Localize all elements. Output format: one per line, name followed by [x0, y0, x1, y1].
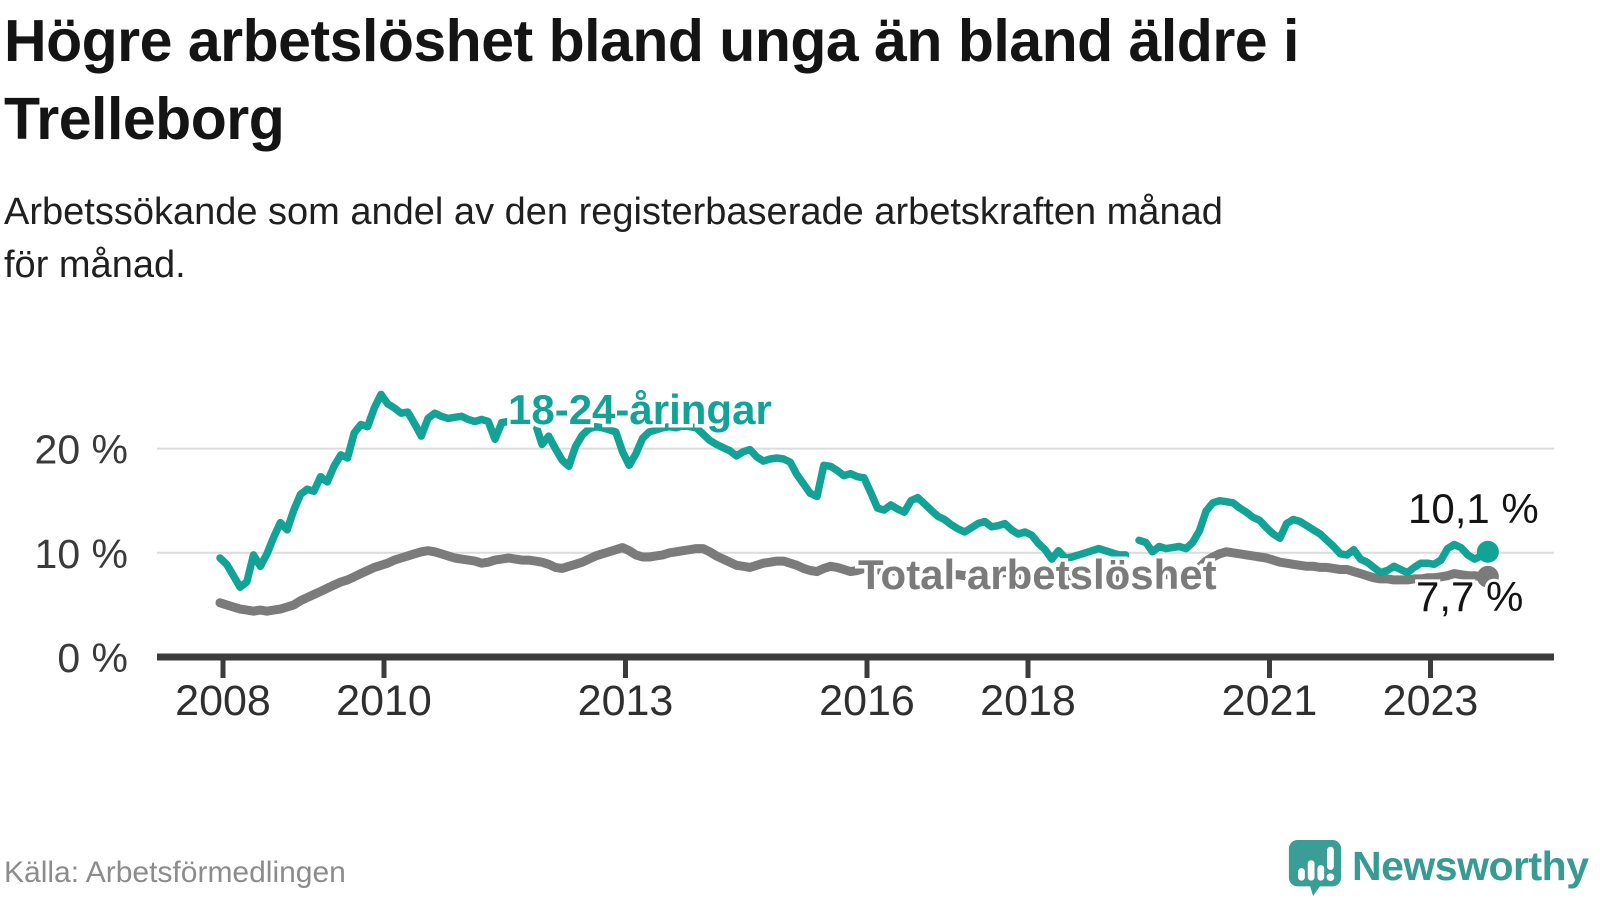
source-credit: Källa: Arbetsförmedlingen: [4, 856, 346, 889]
end-value-label-young: 10,1 %: [1408, 485, 1539, 532]
x-tick-label: 2010: [336, 677, 432, 725]
x-axis: 2008 2010 2013 2016 2018 2021 2023: [157, 653, 1554, 725]
x-tick-label: 2021: [1222, 677, 1318, 725]
page-title: Högre arbetslöshet bland unga än bland ä…: [4, 2, 1299, 158]
newsworthy-logo: Newsworthy: [1286, 838, 1596, 897]
chart-subtitle-line-2: för månad.: [4, 244, 186, 286]
page-title-line-2: Trelleborg: [4, 86, 285, 152]
end-point-dots: [1476, 540, 1499, 588]
x-tick-label: 2013: [578, 677, 674, 725]
y-tick-label: 10 %: [35, 531, 128, 577]
x-tick-label: 2016: [819, 677, 915, 725]
chart-subtitle-line-1: Arbetssökande som andel av den registerb…: [4, 191, 1223, 233]
series-line-0: [216, 390, 1492, 591]
end-value-label-total: 7,7 %: [1416, 573, 1523, 620]
x-tick-label: 2023: [1383, 677, 1479, 725]
x-tick-label: 2018: [980, 677, 1076, 725]
series-lines: [215, 390, 1493, 616]
end-dot-1: [1476, 565, 1499, 588]
page-title-line-1: Högre arbetslöshet bland unga än bland ä…: [4, 8, 1299, 74]
x-tick-label: 2008: [175, 677, 271, 725]
series-line-1: [215, 543, 1493, 616]
y-tick-label: 20 %: [35, 427, 128, 473]
series-label-total: Total arbetslöshet: [858, 551, 1217, 598]
end-dot-0: [1476, 540, 1499, 563]
gridlines: 0 % 10 % 20 %: [35, 427, 1554, 681]
y-tick-label: 0 %: [57, 635, 128, 681]
chart-subtitle: Arbetssökande som andel av den registerb…: [4, 186, 1223, 292]
logo-chart-bubble-icon: [1288, 839, 1342, 897]
brand-name: Newsworthy: [1352, 843, 1589, 889]
series-label-young: 18-24-åringar: [508, 386, 772, 433]
